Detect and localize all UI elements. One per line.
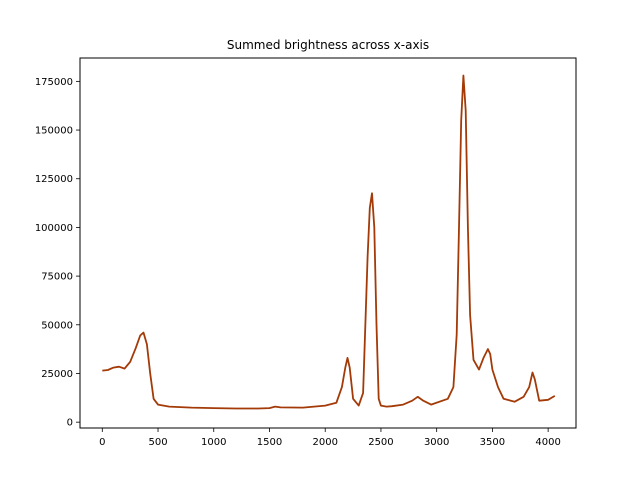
chart-title: Summed brightness across x-axis bbox=[227, 38, 429, 52]
y-tick-label: 0 bbox=[67, 418, 73, 429]
x-tick-label: 500 bbox=[148, 437, 167, 448]
x-tick-label: 1000 bbox=[201, 437, 226, 448]
y-tick-label: 75000 bbox=[41, 272, 73, 283]
y-tick-label: 25000 bbox=[41, 369, 73, 380]
plot-frame bbox=[79, 57, 577, 429]
x-axis: 0 500 1000 1500 2000 2500 3000 3500 4000 bbox=[99, 428, 561, 448]
y-tick-label: 50000 bbox=[41, 320, 73, 331]
x-tick-label: 0 bbox=[99, 437, 105, 448]
y-tick-label: 175000 bbox=[35, 77, 73, 88]
series-line bbox=[102, 74, 556, 410]
y-tick-label: 125000 bbox=[35, 174, 73, 185]
y-tick-label: 150000 bbox=[35, 126, 73, 137]
x-tick-label: 2000 bbox=[312, 437, 337, 448]
x-tick-label: 4000 bbox=[535, 437, 560, 448]
x-tick-label: 2500 bbox=[368, 437, 393, 448]
y-tick-label: 100000 bbox=[35, 223, 73, 234]
x-tick-label: 3500 bbox=[480, 437, 505, 448]
y-axis: 0 25000 50000 75000 100000 125000 150000 175000 bbox=[35, 77, 80, 429]
series-layer bbox=[102, 74, 556, 410]
x-tick-label: 1500 bbox=[257, 437, 282, 448]
x-tick-label: 3000 bbox=[424, 437, 449, 448]
